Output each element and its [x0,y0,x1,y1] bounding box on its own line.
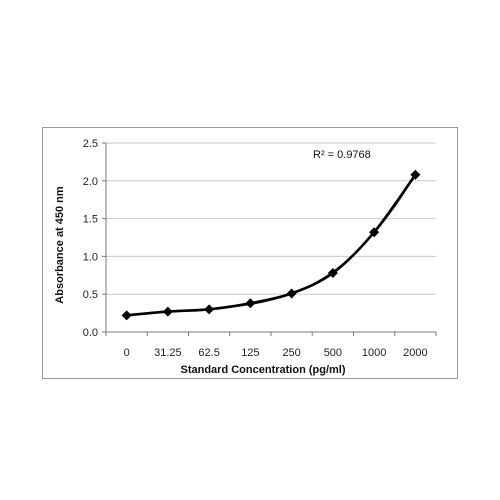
data-point-marker [410,169,421,180]
data-point-marker [286,288,297,299]
y-tick-labels: 0.0 0.5 1.0 1.5 2.0 2.5 [83,138,98,339]
x-tick-label: 1000 [362,347,386,359]
x-tick-label: 0 [124,347,130,359]
y-tick-label: 0.0 [83,327,98,339]
y-tick-label: 1.5 [83,214,98,226]
chart-frame [42,127,458,379]
y-tick-label: 1.0 [83,251,98,263]
x-tick-label: 500 [324,347,342,359]
data-point-marker [369,227,380,238]
y-tick-label: 2.0 [83,176,98,188]
data-point-marker [204,304,215,315]
data-point-marker [162,306,173,317]
r-squared-annotation: R² = 0.9768 [313,149,371,161]
gridlines [106,142,436,295]
x-tick-label: 250 [282,347,300,359]
data-point-marker [327,268,338,279]
x-tick-labels: 0 31.25 62.5 125 250 500 1000 2000 [124,347,428,359]
x-tick-label: 62.5 [198,347,219,359]
axes [102,142,437,336]
y-axis-title: Absorbance at 450 nm [54,186,66,304]
data-point-marker [245,298,256,309]
y-tick-label: 2.5 [83,138,98,150]
x-tick-label: 31.25 [154,347,182,359]
x-tick-label: 125 [241,347,259,359]
data-point-marker [121,310,132,321]
y-tick-label: 0.5 [83,289,98,301]
x-tick-label: 2000 [403,347,427,359]
series-layer [121,169,421,321]
x-axis-title: Standard Concentration (pg/ml) [181,364,346,376]
